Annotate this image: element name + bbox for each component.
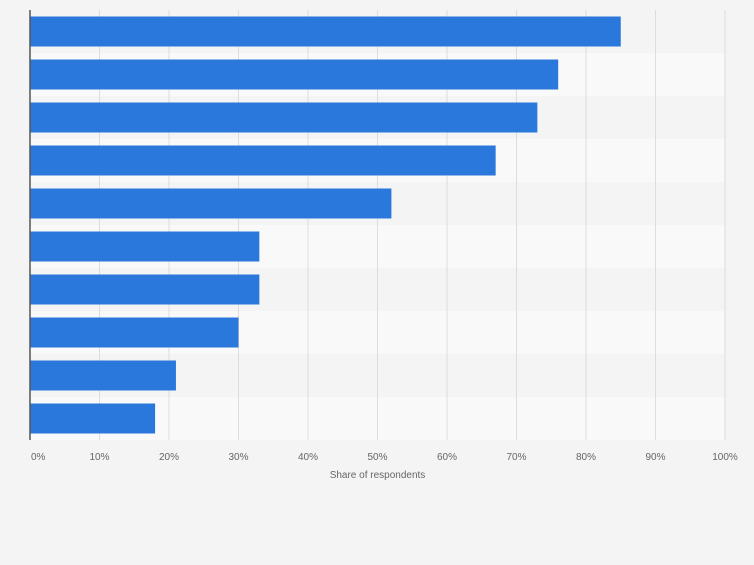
x-tick-label: 10%	[89, 452, 109, 463]
x-axis-label: Share of respondents	[330, 470, 426, 481]
x-tick-label: 100%	[712, 452, 738, 463]
x-tick-label: 30%	[228, 452, 248, 463]
bar[interactable]	[30, 59, 559, 90]
bar[interactable]	[30, 274, 260, 305]
x-tick-label: 50%	[367, 452, 387, 463]
x-tick-label: 60%	[437, 452, 457, 463]
bar[interactable]	[30, 188, 392, 219]
bar[interactable]	[30, 360, 176, 391]
bar[interactable]	[30, 102, 538, 133]
bar[interactable]	[30, 231, 260, 262]
bar[interactable]	[30, 145, 496, 176]
x-axis-ticks: 0% 10% 20% 30% 40% 50% 60% 70% 80% 90% 100%	[31, 452, 738, 463]
bars	[30, 16, 621, 434]
x-tick-label: 0%	[31, 452, 46, 463]
bar[interactable]	[30, 16, 621, 47]
x-tick-label: 20%	[159, 452, 179, 463]
bar[interactable]	[30, 403, 156, 434]
x-tick-label: 80%	[576, 452, 596, 463]
x-tick-label: 40%	[298, 452, 318, 463]
x-tick-label: 70%	[506, 452, 526, 463]
x-tick-label: 90%	[645, 452, 665, 463]
bar[interactable]	[30, 317, 239, 348]
